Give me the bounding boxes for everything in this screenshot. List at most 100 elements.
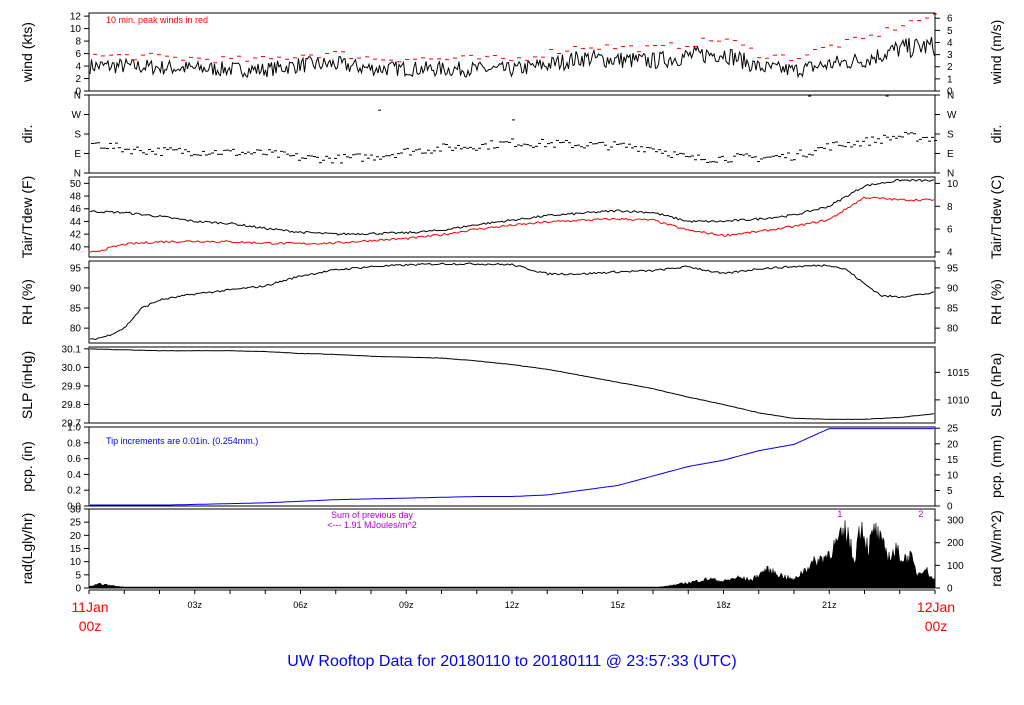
wind-right-tick-label: 2 bbox=[947, 62, 953, 73]
slp-right-tick-label: 1015 bbox=[947, 368, 970, 379]
pcp-right-tick-label: 0 bbox=[947, 502, 953, 513]
dir-right-tick-label: S bbox=[947, 130, 954, 141]
wind-left-tick-label: 4 bbox=[75, 62, 81, 73]
rh-left-tick-label: 85 bbox=[70, 304, 82, 315]
rad-right-tick-label: 200 bbox=[947, 538, 964, 549]
precip-line bbox=[90, 428, 934, 506]
x-tick-label: 18z bbox=[716, 600, 731, 610]
temp-right-tick-label: 6 bbox=[947, 225, 953, 236]
dir-left-tick-label: E bbox=[74, 149, 81, 160]
x-end-day-label: 12Jan bbox=[917, 599, 955, 615]
rh-left-tick-label: 80 bbox=[70, 324, 82, 335]
pcp-right-tick-label: 10 bbox=[947, 470, 959, 481]
temp-left-tick-label: 42 bbox=[70, 230, 82, 241]
slp-ylabel-right: SLP (hPa) bbox=[988, 353, 1004, 417]
radiation-area bbox=[88, 520, 936, 589]
wind-right-tick-label: 1 bbox=[947, 74, 953, 85]
rad-left-tick-label: 5 bbox=[75, 570, 81, 581]
dir-ylabel: dir. bbox=[19, 125, 35, 144]
x-start-day-label: 11Jan bbox=[71, 599, 108, 615]
wind-frame bbox=[88, 12, 936, 92]
temp-left-tick-label: 48 bbox=[70, 192, 82, 203]
dir-right-tick-label: E bbox=[947, 149, 954, 160]
x-tick-label: 06z bbox=[293, 600, 308, 610]
temp-left-tick-label: 46 bbox=[70, 204, 82, 215]
rad-right-tick-label: 300 bbox=[947, 516, 964, 527]
wind-right-tick-label: 0 bbox=[947, 87, 953, 98]
rad-left-tick-label: 25 bbox=[70, 518, 82, 529]
pcp-left-tick-label: 0.4 bbox=[67, 470, 81, 481]
slp-left-tick-label: 29.7 bbox=[62, 419, 82, 430]
tair-line bbox=[89, 178, 935, 236]
pcp-ylabel-right: pcp. (mm) bbox=[988, 435, 1004, 498]
dir-right-tick-label: W bbox=[947, 110, 957, 121]
x-tick-label: 15z bbox=[610, 600, 625, 610]
rh-line bbox=[89, 262, 935, 341]
slp-frame bbox=[88, 346, 936, 424]
x-end-hour-label: 00z bbox=[925, 618, 948, 634]
pcp-left-tick-label: 0.2 bbox=[67, 486, 81, 497]
pcp-left-tick-label: 0.6 bbox=[67, 454, 81, 465]
temp-left-tick-label: 40 bbox=[70, 242, 82, 253]
slp-left-tick-label: 29.9 bbox=[62, 381, 82, 392]
wind-left-tick-label: 0 bbox=[75, 87, 81, 98]
slp-line bbox=[89, 348, 935, 421]
slp-left-tick-label: 30.0 bbox=[62, 363, 82, 374]
slp-ylabel: SLP (inHg) bbox=[19, 351, 35, 419]
radiation-marker: 2 bbox=[918, 509, 923, 519]
rad-frame bbox=[88, 508, 936, 589]
wind-ylabel: wind (kts) bbox=[19, 22, 35, 83]
temp-left-tick-label: 44 bbox=[70, 217, 82, 228]
wind-right-tick-label: 3 bbox=[947, 50, 953, 61]
rad-left-tick-label: 0 bbox=[75, 584, 81, 595]
dir-right-tick-label: N bbox=[947, 91, 954, 102]
temp-left-tick-label: 50 bbox=[70, 179, 82, 190]
panel-rh: 80 85 90 95 80 85 90 95 RH (%) RH (%) bbox=[19, 260, 1004, 344]
rh-left-tick-label: 90 bbox=[70, 283, 82, 294]
wind-left-tick-label: 2 bbox=[75, 74, 81, 85]
pcp-right-tick-label: 25 bbox=[947, 424, 959, 435]
rh-right-tick-label: 85 bbox=[947, 304, 959, 315]
rad-ylabel: rad(Lgly/hr) bbox=[19, 513, 35, 585]
radiation-marker: 1 bbox=[837, 509, 842, 519]
rad-left-tick-label: 15 bbox=[70, 544, 82, 555]
x-tick-label: 12z bbox=[505, 600, 520, 610]
rh-right-tick-label: 90 bbox=[947, 283, 959, 294]
chart-title: UW Rooftop Data for 20180110 to 20180111… bbox=[287, 653, 736, 670]
wind-right-tick-label: 4 bbox=[947, 38, 953, 49]
wind-left-tick-label: 6 bbox=[75, 49, 81, 60]
pcp-ylabel: pcp. (in) bbox=[19, 441, 35, 492]
dir-right-tick-label: N bbox=[947, 169, 954, 180]
temp-right-tick-label: 4 bbox=[947, 247, 953, 258]
pcp-right-tick-label: 20 bbox=[947, 439, 959, 450]
panel-slp: 29.7 29.8 29.9 30.0 30.1 1010 1015 SLP (inHg) SL… bbox=[19, 344, 1004, 429]
pcp-right-tick-label: 15 bbox=[947, 455, 959, 466]
wind-right-tick-label: 6 bbox=[947, 14, 953, 25]
pcp-right-tick-label: 5 bbox=[947, 486, 953, 497]
rad-right-tick-label: 0 bbox=[947, 584, 953, 595]
rad-left-tick-label: 30 bbox=[70, 505, 82, 516]
slp-right-tick-label: 1010 bbox=[947, 395, 970, 406]
dir-frame bbox=[88, 94, 936, 174]
pcp-left-tick-label: 1.0 bbox=[67, 423, 81, 434]
wind-left-tick-label: 10 bbox=[70, 24, 82, 35]
precip-annotation: Tip increments are 0.01in. (0.254mm.) bbox=[106, 436, 258, 446]
rh-ylabel: RH (%) bbox=[19, 279, 35, 325]
wind-right-tick-label: 5 bbox=[947, 26, 953, 37]
dir-left-tick-label: S bbox=[74, 130, 81, 141]
dir-left-tick-label: W bbox=[72, 110, 82, 121]
wind-annotation: 10 min. peak winds in red bbox=[106, 15, 208, 25]
x-tick-label: 09z bbox=[399, 600, 414, 610]
rad-left-tick-label: 10 bbox=[70, 557, 82, 568]
pcp-left-tick-label: 0.0 bbox=[67, 502, 81, 513]
radiation-note-line1: Sum of previous day bbox=[331, 510, 414, 520]
x-tick-label: 03z bbox=[187, 600, 202, 610]
temp-right-tick-label: 8 bbox=[947, 202, 953, 213]
x-start-hour-label: 00z bbox=[79, 618, 102, 634]
